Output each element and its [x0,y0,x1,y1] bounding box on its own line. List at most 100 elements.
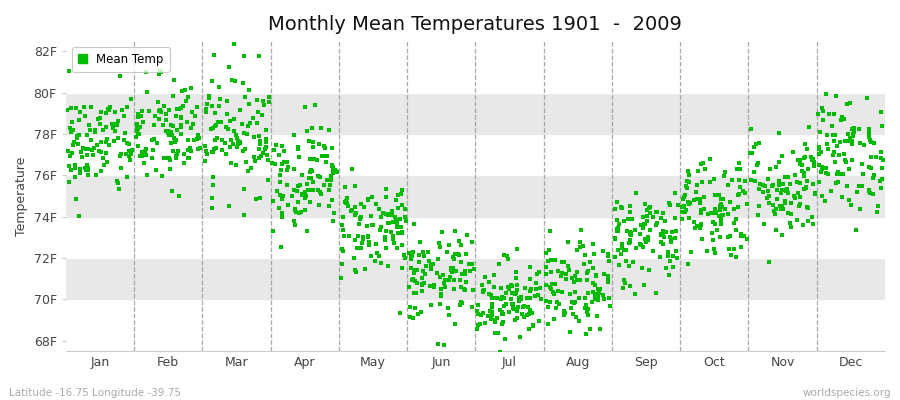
Point [61,148,76,154]
Point [273,172,287,178]
Point [210,135,224,142]
Point [280,182,294,188]
Point [142,108,157,114]
Point [73,170,87,176]
Point [162,166,176,172]
Point [783,219,797,226]
Point [65,118,79,125]
Point [720,234,734,240]
Point [405,277,419,283]
Point [268,161,283,168]
Point [232,139,247,145]
Point [496,310,510,317]
Point [462,261,476,267]
Point [610,228,625,234]
Point [61,68,76,74]
Point [609,226,624,232]
Point [407,267,421,273]
Point [682,201,697,207]
Point [731,192,745,198]
Point [237,130,251,136]
Point [615,245,629,251]
Point [76,104,91,110]
Point [266,198,280,204]
Point [496,319,510,326]
Point [589,290,603,297]
Point [449,267,464,274]
Point [374,214,389,220]
Point [326,164,340,170]
Point [714,221,728,228]
Point [414,281,428,288]
Point [254,152,268,159]
Point [492,348,507,355]
Point [528,285,543,292]
Point [398,255,412,262]
Point [352,221,366,227]
Point [636,221,651,227]
Point [453,277,467,283]
Point [447,228,462,234]
Point [106,137,121,144]
Point [305,139,320,145]
Point [155,173,169,179]
Point [626,258,640,265]
Point [208,137,222,143]
Point [270,188,284,194]
Point [752,212,766,219]
Point [364,252,378,259]
Point [95,127,110,134]
Point [446,264,461,271]
Point [582,326,597,332]
Point [390,223,404,230]
Point [758,182,772,189]
Point [96,162,111,168]
Point [347,267,362,274]
Point [62,163,77,169]
Point [812,151,826,158]
Point [240,123,255,129]
Point [842,135,857,141]
Point [338,233,352,240]
Point [795,162,809,168]
Point [395,230,410,236]
Point [858,142,872,148]
Point [842,197,856,203]
Point [793,200,807,207]
Point [367,258,382,264]
Point [799,183,814,190]
Point [842,138,856,144]
Point [862,187,877,193]
Point [274,167,288,174]
Point [519,294,534,301]
Point [359,223,374,229]
Point [513,294,527,300]
Point [525,310,539,316]
Point [80,132,94,138]
Point [627,291,642,297]
Point [656,210,670,216]
Point [488,318,502,325]
Point [814,105,829,111]
Point [410,280,424,286]
Point [769,164,783,170]
Point [100,159,114,165]
Point [458,286,473,293]
Point [707,206,722,212]
Point [176,103,190,109]
Point [847,129,861,135]
Point [471,310,485,317]
Point [641,237,655,243]
Point [433,274,447,280]
Point [807,159,822,165]
Point [361,197,375,204]
Point [779,187,794,193]
Point [191,132,205,138]
Point [63,153,77,159]
Point [287,222,302,228]
Point [774,206,788,212]
Point [153,68,167,74]
Point [229,131,243,138]
Point [806,180,821,187]
Point [398,206,412,212]
